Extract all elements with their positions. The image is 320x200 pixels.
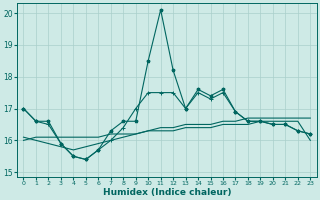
X-axis label: Humidex (Indice chaleur): Humidex (Indice chaleur): [103, 188, 231, 197]
